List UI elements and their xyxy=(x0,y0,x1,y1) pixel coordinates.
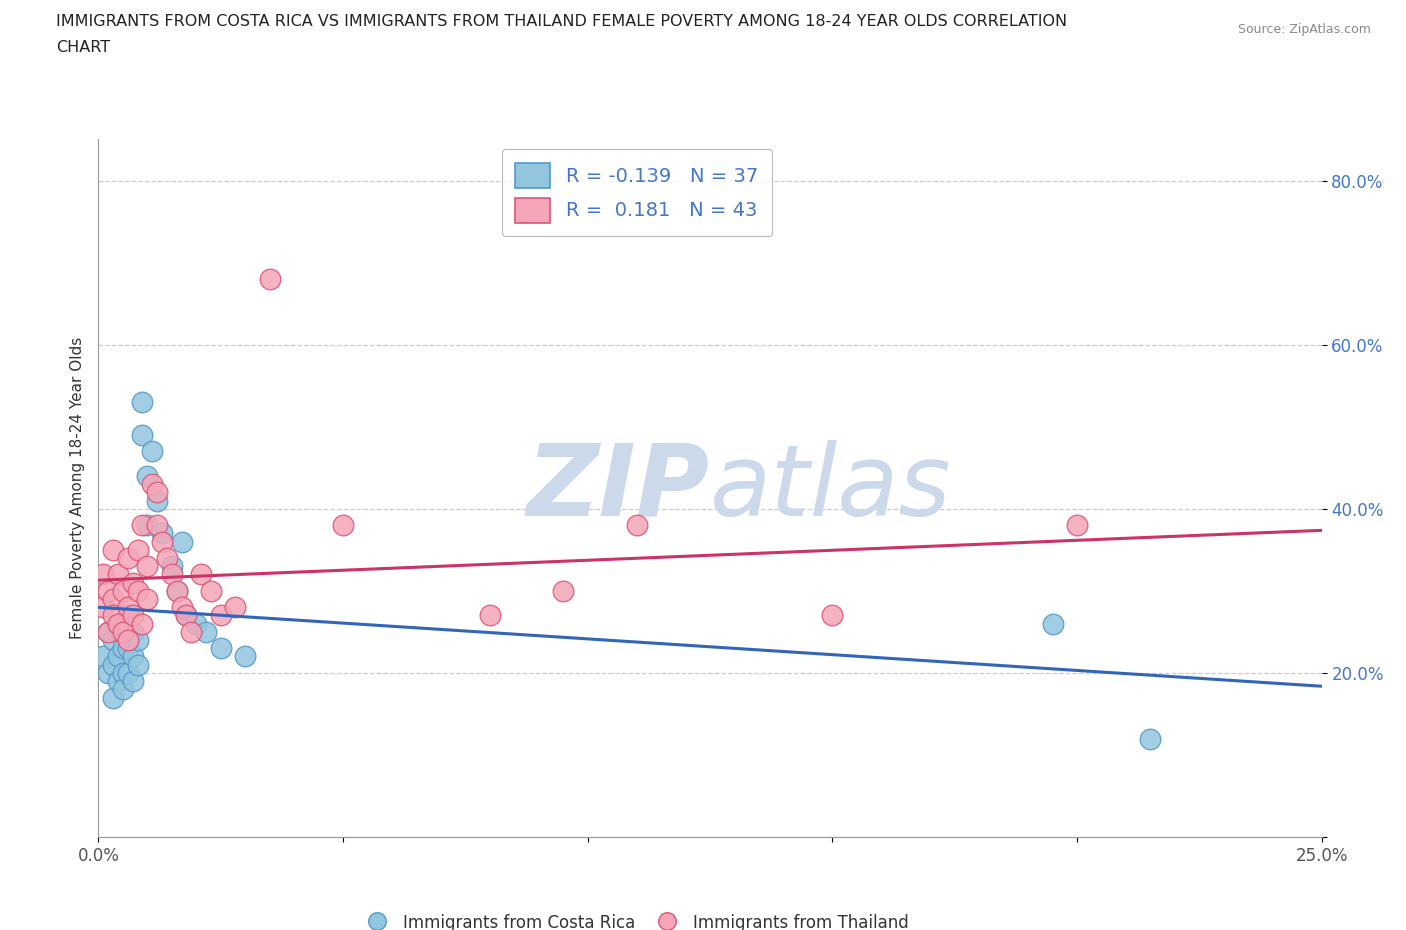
Point xyxy=(170,534,193,549)
Point xyxy=(117,608,139,623)
Point xyxy=(97,624,120,639)
Point xyxy=(91,567,114,582)
Point xyxy=(136,591,159,606)
Point xyxy=(107,567,129,582)
Point xyxy=(97,624,120,639)
Point xyxy=(136,469,159,484)
Legend: Immigrants from Costa Rica, Immigrants from Thailand: Immigrants from Costa Rica, Immigrants f… xyxy=(356,905,917,930)
Point xyxy=(233,649,256,664)
Point xyxy=(200,583,222,598)
Point xyxy=(131,617,153,631)
Point xyxy=(101,542,124,557)
Point xyxy=(195,624,218,639)
Point xyxy=(150,526,173,541)
Point xyxy=(97,666,120,681)
Point xyxy=(209,608,232,623)
Point xyxy=(180,624,202,639)
Point xyxy=(111,682,134,697)
Point xyxy=(111,666,134,681)
Point xyxy=(176,608,198,623)
Point xyxy=(117,551,139,565)
Point xyxy=(117,666,139,681)
Y-axis label: Female Poverty Among 18-24 Year Olds: Female Poverty Among 18-24 Year Olds xyxy=(69,338,84,640)
Point xyxy=(332,518,354,533)
Point xyxy=(111,583,134,598)
Point xyxy=(107,673,129,688)
Point xyxy=(127,632,149,647)
Point xyxy=(91,600,114,615)
Point xyxy=(166,583,188,598)
Point xyxy=(117,641,139,656)
Point xyxy=(127,658,149,672)
Point xyxy=(107,649,129,664)
Point xyxy=(478,608,501,623)
Point xyxy=(101,591,124,606)
Point xyxy=(190,567,212,582)
Text: IMMIGRANTS FROM COSTA RICA VS IMMIGRANTS FROM THAILAND FEMALE POVERTY AMONG 18-2: IMMIGRANTS FROM COSTA RICA VS IMMIGRANTS… xyxy=(56,14,1067,29)
Point xyxy=(136,518,159,533)
Point xyxy=(107,617,129,631)
Point xyxy=(111,624,134,639)
Point xyxy=(111,641,134,656)
Point xyxy=(136,559,159,574)
Point xyxy=(91,649,114,664)
Point xyxy=(176,608,198,623)
Point xyxy=(821,608,844,623)
Point xyxy=(186,617,208,631)
Point xyxy=(209,641,232,656)
Point xyxy=(121,575,143,590)
Point xyxy=(107,617,129,631)
Point xyxy=(127,583,149,598)
Point xyxy=(1066,518,1088,533)
Point xyxy=(117,600,139,615)
Point xyxy=(101,632,124,647)
Point xyxy=(131,518,153,533)
Point xyxy=(146,518,169,533)
Point xyxy=(117,632,139,647)
Point xyxy=(553,583,575,598)
Point xyxy=(1042,617,1064,631)
Point xyxy=(170,600,193,615)
Point xyxy=(121,673,143,688)
Point xyxy=(141,477,163,492)
Point xyxy=(97,583,120,598)
Point xyxy=(166,583,188,598)
Point xyxy=(160,559,183,574)
Point xyxy=(146,485,169,499)
Point xyxy=(259,272,281,286)
Point xyxy=(101,658,124,672)
Point xyxy=(224,600,246,615)
Point xyxy=(131,428,153,443)
Text: CHART: CHART xyxy=(56,40,110,55)
Point xyxy=(121,608,143,623)
Point xyxy=(146,493,169,508)
Text: ZIP: ZIP xyxy=(527,440,710,537)
Point xyxy=(626,518,648,533)
Point xyxy=(121,624,143,639)
Point xyxy=(101,608,124,623)
Point xyxy=(101,690,124,705)
Point xyxy=(141,444,163,458)
Point xyxy=(131,394,153,409)
Text: Source: ZipAtlas.com: Source: ZipAtlas.com xyxy=(1237,23,1371,36)
Point xyxy=(1139,731,1161,746)
Text: atlas: atlas xyxy=(710,440,952,537)
Point xyxy=(127,542,149,557)
Point xyxy=(156,551,179,565)
Point xyxy=(150,534,173,549)
Point xyxy=(160,567,183,582)
Point xyxy=(121,649,143,664)
